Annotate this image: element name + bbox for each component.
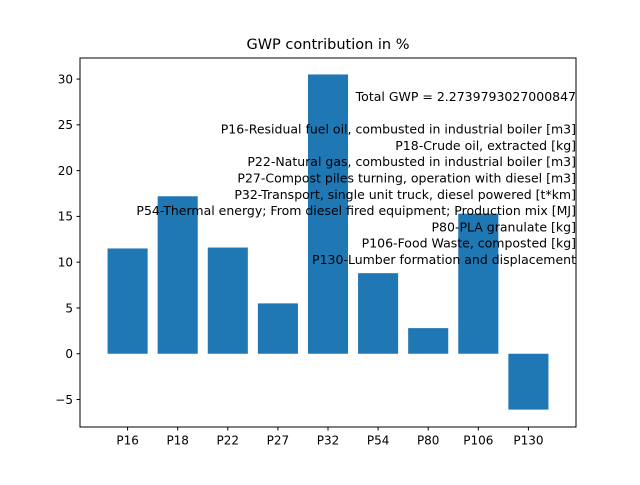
y-tick-label: 10 (58, 255, 73, 269)
bar-P80 (408, 328, 449, 354)
process-legend-line: P130-Lumber formation and displacement (312, 252, 576, 267)
bar-P32 (307, 74, 349, 354)
x-tick-label-P16: P16 (116, 434, 139, 448)
bar-P27 (257, 303, 298, 354)
bars-layer (107, 74, 549, 410)
y-tick-label: −5 (55, 393, 73, 407)
process-legend-line: P80-PLA granulate [kg] (432, 219, 576, 234)
y-tick-label: 15 (58, 210, 73, 224)
x-tick-label-P54: P54 (367, 434, 390, 448)
x-tick-label-P18: P18 (166, 434, 189, 448)
y-tick-label: 25 (58, 118, 73, 132)
y-tick-label: 0 (65, 347, 73, 361)
x-tick-label-P130: P130 (513, 434, 543, 448)
x-tick-label-P106: P106 (463, 434, 493, 448)
process-legend-line: P106-Food Waste, composted [kg] (362, 236, 576, 251)
bar-P16 (107, 248, 148, 354)
process-legend-line: P54-Thermal energy; From diesel fired eq… (136, 203, 576, 218)
x-tick-label-P27: P27 (267, 434, 290, 448)
x-tick-label-P80: P80 (417, 434, 440, 448)
x-tick-label-P22: P22 (217, 434, 240, 448)
x-tick-label-P32: P32 (317, 434, 340, 448)
total-gwp-label: Total GWP = 2.2739793027000847 (355, 89, 576, 104)
bar-P130 (508, 353, 549, 410)
process-legend-line: P32-Transport, single unit truck, diesel… (234, 187, 576, 202)
chart-title: GWP contribution in % (246, 37, 409, 53)
process-legend-line: P27-Compost piles turning, operation wit… (237, 171, 576, 186)
bar-P106 (458, 213, 499, 354)
process-legend-line: P16-Residual fuel oil, combusted in indu… (221, 122, 576, 137)
axes-layer: −5 0 5 10 15 20 25 30 P16 P18 P22 P27 P32 P54 P80 P106 P… (55, 57, 577, 448)
y-tick-label: 20 (58, 164, 73, 178)
bar-P18 (157, 196, 198, 354)
annotation-block: Total GWP = 2.2739793027000847 P16-Residu… (136, 89, 576, 267)
bar-P54 (358, 273, 399, 354)
bar-P22 (207, 247, 248, 354)
y-tick-label: 5 (65, 301, 73, 315)
process-legend-line: P18-Crude oil, extracted [kg] (395, 138, 576, 153)
y-tick-label: 30 (58, 72, 73, 86)
process-legend-line: P22-Natural gas, combusted in industrial… (247, 154, 576, 169)
